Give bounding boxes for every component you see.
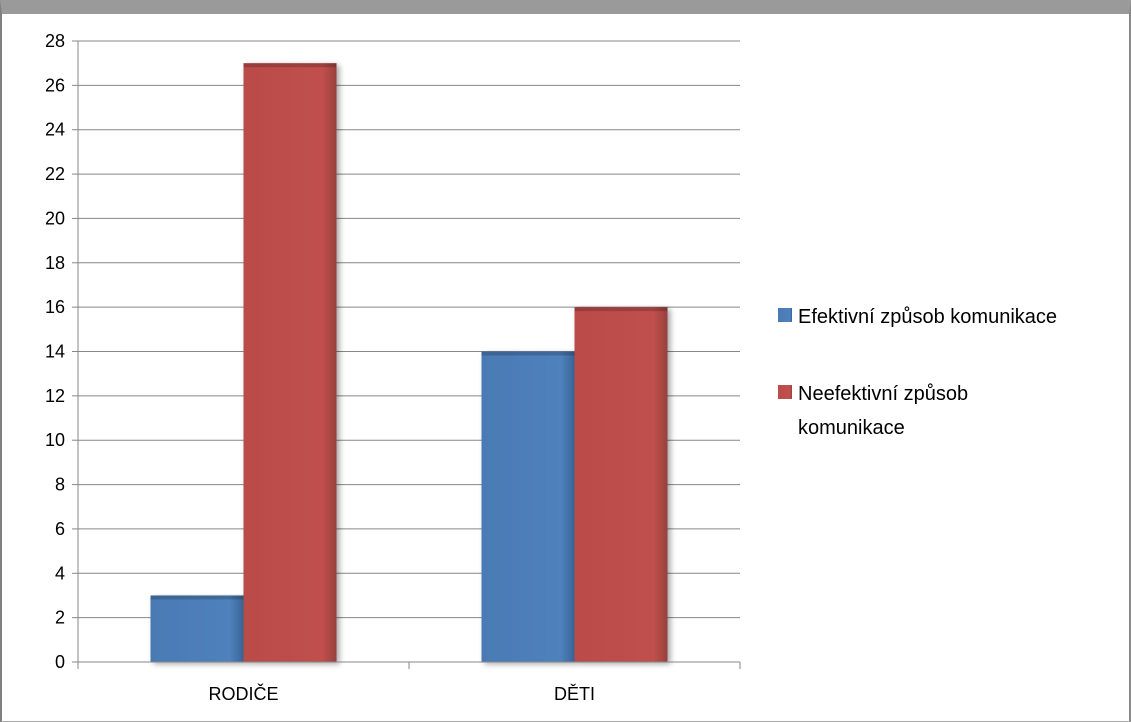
legend-swatch-0 — [778, 308, 792, 322]
x-category-label-1: DĚTI — [554, 684, 595, 704]
y-tick-label-28: 28 — [45, 31, 65, 51]
y-tick-label-14: 14 — [45, 342, 65, 362]
legend-label-0-line-0: Efektivní způsob komunikace — [798, 306, 1057, 328]
y-tick-label-22: 22 — [45, 164, 65, 184]
bars — [150, 63, 668, 662]
y-tick-label-0: 0 — [55, 652, 65, 672]
y-tick-label-26: 26 — [45, 75, 65, 95]
bar-top-bevel-1-1 — [574, 307, 668, 312]
y-tick-label-18: 18 — [45, 253, 65, 273]
y-tick-label-6: 6 — [55, 519, 65, 539]
bar-efektivni-1 — [481, 351, 575, 662]
x-axis-labels: RODIČE DĚTI — [208, 683, 595, 704]
bar-top-bevel-1-0 — [243, 63, 337, 68]
bar-top-bevel-0-0 — [150, 595, 244, 600]
legend-label-1-line-1: komunikace — [798, 417, 905, 439]
bar-efektivni-0 — [150, 595, 244, 662]
y-tick-label-10: 10 — [45, 430, 65, 450]
y-tick-label-24: 24 — [45, 120, 65, 140]
y-tick-label-2: 2 — [55, 608, 65, 628]
y-tick-label-12: 12 — [45, 386, 65, 406]
bar-neefektivni-1 — [574, 307, 668, 662]
legend-label-1-line-0: Neefektivní způsob — [798, 383, 968, 405]
legend-swatch-1 — [778, 385, 792, 399]
y-tick-label-20: 20 — [45, 208, 65, 228]
y-tick-label-8: 8 — [55, 475, 65, 495]
bar-top-bevel-0-1 — [481, 351, 575, 356]
x-category-label-0: RODIČE — [208, 683, 278, 704]
axes — [77, 41, 741, 669]
y-tick-label-4: 4 — [55, 563, 65, 583]
legend: Efektivní způsob komunikace Neefektivní z… — [778, 306, 1057, 439]
y-tick-label-16: 16 — [45, 297, 65, 317]
bar-neefektivni-0 — [243, 63, 337, 662]
